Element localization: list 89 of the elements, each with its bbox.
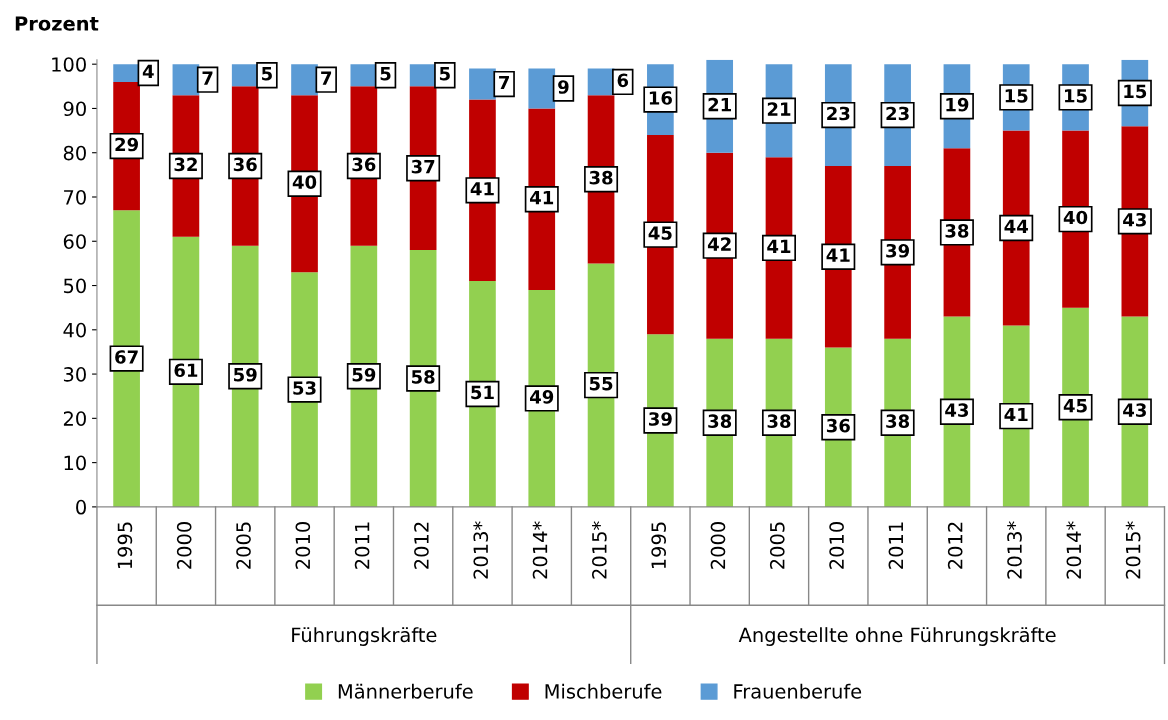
x-tick-label: 2015* [1125,521,1141,579]
data-label: 5 [439,67,450,81]
data-label: 36 [352,157,376,172]
y-tick-label: 10 [64,455,86,471]
data-label: 43 [945,403,969,417]
text: Führungskräfte [292,627,437,646]
data-label: 15 [1124,84,1147,99]
data-label: 55 [589,376,613,391]
data-label: 23 [886,106,909,121]
data-label: 7 [321,71,332,85]
data-label: 6 [617,73,629,88]
data-label: 41 [530,191,554,205]
data-label: 21 [708,97,731,112]
data-label: 40 [292,175,317,189]
x-tick-label: 2005 [236,522,251,569]
x-tick-label: 2000 [710,522,726,569]
legend-label: Männerberufe [338,683,473,699]
data-label: 51 [471,385,494,400]
y-tick-label: 70 [64,189,86,205]
data-label: 16 [649,91,672,105]
data-label: 23 [827,106,850,121]
y-axis-title: Prozent [15,16,99,31]
x-tick-label: 2014* [1066,521,1082,579]
data-label: 9 [558,80,569,94]
data-label: 5 [380,67,391,81]
data-label: 38 [767,414,791,429]
x-tick-label: 2015* [592,521,607,579]
data-label: 19 [946,97,969,112]
y-tick-label: 90 [63,101,86,117]
data-label: 59 [234,367,257,382]
data-label: 67 [115,350,138,364]
data-label: 41 [826,248,850,262]
data-label: 29 [115,137,139,152]
legend-label: Mischberufe [545,683,662,699]
data-label: 5 [262,67,272,81]
data-label: 38 [589,170,613,185]
data-label: 44 [1004,219,1028,233]
x-tick-label: 2013* [1007,521,1022,579]
x-tick-label: 2011 [354,522,370,569]
data-label: 41 [767,239,791,253]
x-tick-label: 1995 [117,522,133,569]
x-tick-label: 2010 [829,522,844,569]
data-label: 39 [649,412,672,426]
y-tick-label: 50 [63,278,86,294]
data-label: 36 [826,418,850,433]
data-label: 32 [174,157,197,172]
x-tick-label: 2010 [295,522,311,569]
data-label: 45 [648,226,672,240]
data-label: 37 [411,159,435,174]
y-tick-label: 40 [63,322,86,338]
y-tick-label: 20 [63,411,86,427]
data-label: 15 [1065,89,1087,103]
data-label: 40 [1063,210,1088,225]
data-label: 21 [767,102,791,116]
y-tick-label: 80 [63,145,86,161]
data-label: 58 [411,370,435,384]
data-label: 4 [142,64,154,79]
legend-label: Frauenberufe [734,683,862,699]
data-label: 49 [530,390,554,404]
data-label: 61 [174,363,198,378]
y-tick-label: 60 [63,234,86,249]
y-tick-label: 0 [76,499,86,515]
data-label: 43 [1123,403,1146,417]
y-tick-label: 100 [52,57,86,72]
x-tick-label: 2012 [414,522,429,569]
x-tick-label: 2000 [176,522,192,569]
data-label: 39 [886,243,910,258]
data-label: 59 [352,367,376,382]
data-label: 53 [293,381,316,395]
x-tick-label: 2005 [769,522,785,569]
x-tick-label: 2013* [473,521,489,579]
data-label: 7 [499,75,509,90]
x-tick-label: 2014* [532,521,548,579]
data-label: 15 [1005,89,1028,103]
data-label: 45 [1063,399,1087,413]
data-label: 36 [233,157,257,172]
x-tick-label: 2012 [947,522,963,569]
data-label: 42 [707,237,731,251]
data-label: 41 [470,182,494,196]
x-tick-label: 2011 [888,522,904,569]
x-tick-label: 1995 [651,522,667,569]
data-label: 38 [886,414,910,429]
data-label: 43 [1123,212,1146,227]
y-tick-label: 30 [63,367,86,382]
data-label: 38 [708,414,732,429]
data-label: 38 [945,223,969,238]
data-label: 41 [1004,407,1028,422]
text: Angestellte ohne Führungskräfte [738,627,1056,646]
data-label: 7 [202,71,213,85]
